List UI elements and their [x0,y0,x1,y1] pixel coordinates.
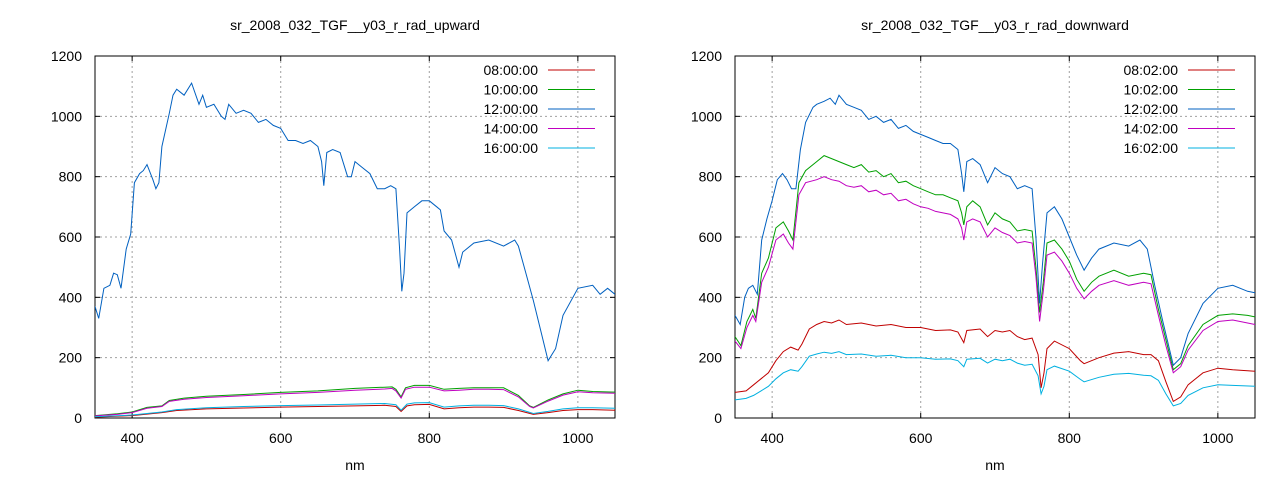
y-tick-label: 400 [699,289,723,305]
legend-label: 08:00:00 [484,62,539,78]
series-line-140000 [95,386,615,417]
x-tick-label: 800 [1058,430,1082,446]
series-line-160000 [95,402,615,418]
legend-label: 14:02:00 [1124,121,1179,137]
y-tick-label: 200 [699,350,723,366]
x-axis-label-upward: nm [345,457,364,473]
x-tick-label: 600 [909,430,933,446]
y-tick-label: 0 [74,410,82,426]
x-tick-label: 1000 [1202,430,1233,446]
chart-downward-panel: sr_2008_032_TGF__y03_r_rad_downward nm 4… [691,17,1256,473]
x-tick-label: 800 [418,430,442,446]
chart-upward-panel: sr_2008_032_TGF__y03_r_rad_upward nm 400… [51,17,616,473]
legend-label: 12:00:00 [484,101,539,117]
y-tick-label: 400 [59,289,83,305]
y-tick-label: 1000 [691,108,722,124]
y-tick-label: 600 [59,229,83,245]
legend-label: 10:00:00 [484,82,539,98]
y-tick-label: 800 [699,169,723,185]
series-line-080200 [735,319,1255,403]
x-tick-label: 1000 [562,430,593,446]
series-line-160200 [735,351,1255,407]
series-line-100000 [95,384,615,417]
x-tick-label: 400 [120,430,144,446]
series-line-120000 [95,81,615,362]
y-tick-label: 1200 [691,48,722,64]
legend-label: 08:02:00 [1124,62,1179,78]
y-tick-label: 1200 [51,48,82,64]
y-tick-label: 0 [714,410,722,426]
legend-label: 16:00:00 [484,140,539,156]
y-tick-label: 800 [59,169,83,185]
series-line-080000 [95,403,615,418]
y-tick-label: 600 [699,229,723,245]
x-tick-label: 400 [760,430,784,446]
series-line-120200 [735,94,1255,367]
legend-label: 14:00:00 [484,121,539,137]
series-line-100200 [735,155,1255,371]
y-tick-label: 200 [59,350,83,366]
legend-label: 16:02:00 [1124,140,1179,156]
series-line-140200 [735,176,1255,374]
x-tick-label: 600 [269,430,293,446]
legend-label: 10:02:00 [1124,82,1179,98]
x-axis-label-downward: nm [985,457,1004,473]
y-tick-label: 1000 [51,108,82,124]
chart-title-downward: sr_2008_032_TGF__y03_r_rad_downward [861,17,1129,33]
chart-title-upward: sr_2008_032_TGF__y03_r_rad_upward [230,17,480,33]
legend-label: 12:02:00 [1124,101,1179,117]
